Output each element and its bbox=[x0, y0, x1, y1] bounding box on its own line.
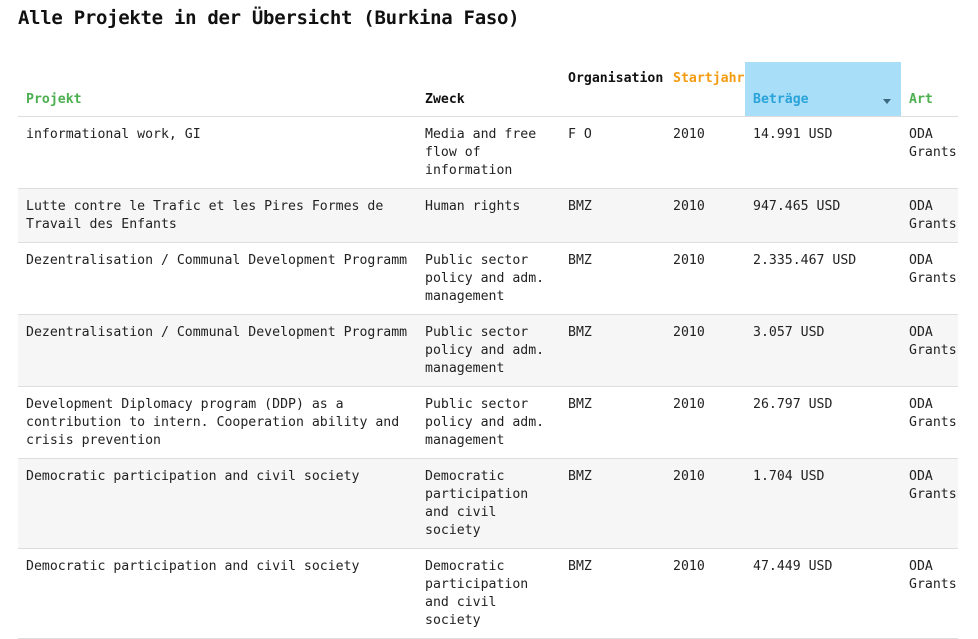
column-header-label: Startjahr bbox=[673, 71, 745, 86]
page-title: Alle Projekte in der Übersicht (Burkina … bbox=[18, 7, 520, 29]
cell-art: ODA Grants bbox=[901, 188, 958, 243]
table-row[interactable]: Democratic participation and civil socie… bbox=[18, 458, 958, 549]
cell-art: ODA Grants bbox=[901, 242, 958, 315]
cell-organisation: BMZ bbox=[560, 188, 665, 243]
cell-betrag: 26.797 USD bbox=[745, 386, 901, 459]
cell-betrag: 47.449 USD bbox=[745, 548, 901, 639]
cell-art: ODA Grants bbox=[901, 458, 958, 549]
cell-organisation: BMZ bbox=[560, 386, 665, 459]
cell-organisation: F O bbox=[560, 116, 665, 189]
cell-zweck: Public sector policy and adm. management bbox=[417, 242, 560, 315]
table-body: informational work, GI Media and free flo… bbox=[18, 116, 958, 639]
column-header-startjahr[interactable]: Startjahr bbox=[665, 62, 745, 117]
cell-projekt: Democratic participation and civil socie… bbox=[18, 548, 417, 639]
table-header: Projekt Zweck Organisation Startjahr Bet… bbox=[18, 62, 958, 117]
column-header-projekt[interactable]: Projekt bbox=[18, 62, 417, 117]
cell-zweck: Media and free flow of information bbox=[417, 116, 560, 189]
table-row[interactable]: Democratic participation and civil socie… bbox=[18, 548, 958, 639]
cell-projekt: Dezentralisation / Communal Development … bbox=[18, 242, 417, 315]
column-header-betraege[interactable]: Beträge bbox=[745, 62, 901, 117]
cell-startjahr: 2010 bbox=[665, 386, 745, 459]
cell-startjahr: 2010 bbox=[665, 116, 745, 189]
cell-art: ODA Grants bbox=[901, 548, 958, 639]
cell-art: ODA Grants bbox=[901, 116, 958, 189]
table-row[interactable]: Lutte contre le Trafic et les Pires Form… bbox=[18, 188, 958, 243]
cell-projekt: Lutte contre le Trafic et les Pires Form… bbox=[18, 188, 417, 243]
cell-projekt: Democratic participation and civil socie… bbox=[18, 458, 417, 549]
column-header-label: Art bbox=[909, 92, 933, 107]
column-header-organisation[interactable]: Organisation bbox=[560, 62, 665, 117]
cell-zweck: Democratic participation and civil socie… bbox=[417, 458, 560, 549]
cell-organisation: BMZ bbox=[560, 548, 665, 639]
cell-startjahr: 2010 bbox=[665, 458, 745, 549]
column-header-art[interactable]: Art bbox=[901, 62, 958, 117]
cell-startjahr: 2010 bbox=[665, 314, 745, 387]
cell-startjahr: 2010 bbox=[665, 242, 745, 315]
column-header-label: Zweck bbox=[425, 92, 465, 107]
column-header-label: Organisation bbox=[568, 71, 664, 86]
chevron-down-icon[interactable] bbox=[883, 99, 891, 104]
cell-art: ODA Grants bbox=[901, 314, 958, 387]
cell-betrag: 2.335.467 USD bbox=[745, 242, 901, 315]
cell-betrag: 3.057 USD bbox=[745, 314, 901, 387]
cell-startjahr: 2010 bbox=[665, 548, 745, 639]
cell-projekt: Development Diplomacy program (DDP) as a… bbox=[18, 386, 417, 459]
cell-zweck: Public sector policy and adm. management bbox=[417, 386, 560, 459]
cell-betrag: 947.465 USD bbox=[745, 188, 901, 243]
column-header-label: Beträge bbox=[753, 92, 809, 107]
column-header-zweck[interactable]: Zweck bbox=[417, 62, 560, 117]
table-row[interactable]: Dezentralisation / Communal Development … bbox=[18, 242, 958, 315]
cell-organisation: BMZ bbox=[560, 458, 665, 549]
cell-zweck: Human rights bbox=[417, 188, 560, 243]
cell-art: ODA Grants bbox=[901, 386, 958, 459]
projects-table: Projekt Zweck Organisation Startjahr Bet… bbox=[18, 62, 958, 639]
cell-startjahr: 2010 bbox=[665, 188, 745, 243]
cell-zweck: Public sector policy and adm. management bbox=[417, 314, 560, 387]
cell-projekt: Dezentralisation / Communal Development … bbox=[18, 314, 417, 387]
cell-zweck: Democratic participation and civil socie… bbox=[417, 548, 560, 639]
table-row[interactable]: Dezentralisation / Communal Development … bbox=[18, 314, 958, 387]
cell-betrag: 14.991 USD bbox=[745, 116, 901, 189]
table-row[interactable]: Development Diplomacy program (DDP) as a… bbox=[18, 386, 958, 459]
cell-projekt: informational work, GI bbox=[18, 116, 417, 189]
header-row: Projekt Zweck Organisation Startjahr Bet… bbox=[18, 62, 958, 117]
column-header-label: Projekt bbox=[26, 92, 82, 107]
cell-betrag: 1.704 USD bbox=[745, 458, 901, 549]
cell-organisation: BMZ bbox=[560, 314, 665, 387]
cell-organisation: BMZ bbox=[560, 242, 665, 315]
table-row[interactable]: informational work, GI Media and free flo… bbox=[18, 116, 958, 189]
